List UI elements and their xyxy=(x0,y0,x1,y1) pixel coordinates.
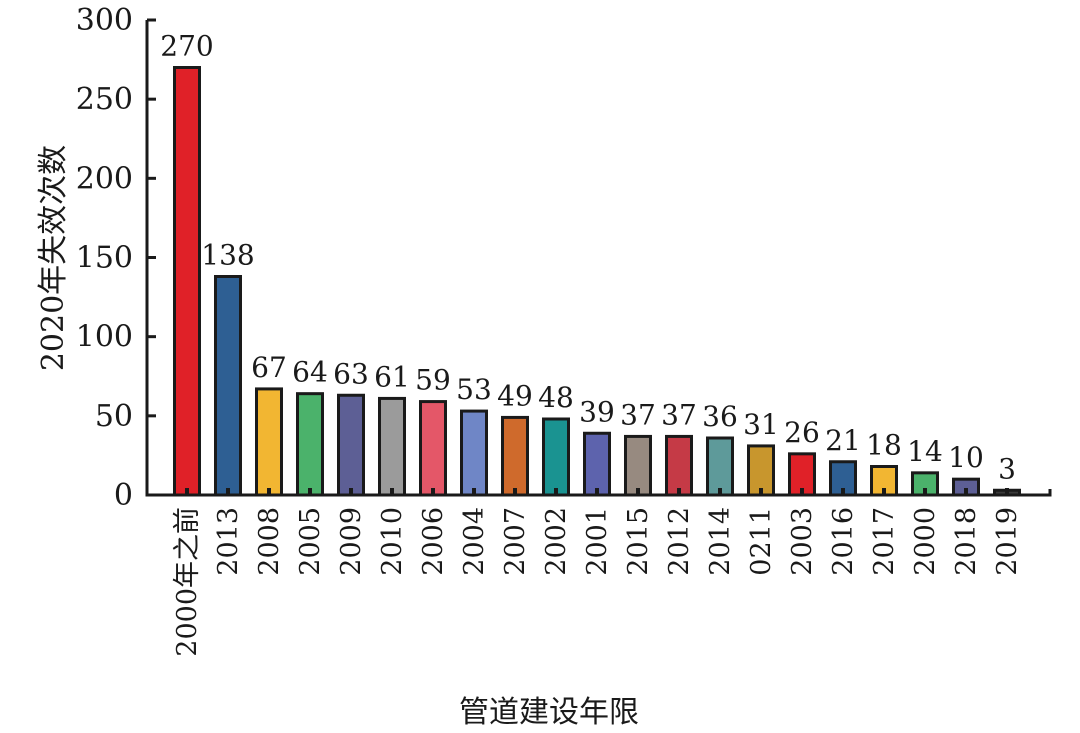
bar xyxy=(665,434,693,497)
x-tick-mark xyxy=(882,488,886,495)
data-label: 10 xyxy=(948,441,984,474)
data-label: 31 xyxy=(743,408,779,441)
x-category-label: 2001 xyxy=(582,507,613,576)
x-category-label: 0211 xyxy=(746,507,777,576)
data-label: 138 xyxy=(201,239,254,272)
x-tick-mark xyxy=(595,488,599,495)
x-tick-mark xyxy=(349,488,353,495)
axes xyxy=(145,20,1052,497)
y-tick-label: 0 xyxy=(114,478,133,513)
x-tick-mark xyxy=(718,488,722,495)
data-label: 21 xyxy=(825,424,861,457)
x-category-label: 2004 xyxy=(459,507,490,576)
bar xyxy=(337,393,365,497)
x-category-label: 2002 xyxy=(541,507,572,576)
x-tick-mark xyxy=(964,488,968,495)
x-tick-mark xyxy=(1005,488,1009,495)
x-tick-mark xyxy=(923,488,927,495)
y-axis-ticks: 0 50 100 150 200 250 300 xyxy=(76,3,156,513)
data-label: 37 xyxy=(661,398,697,431)
y-tick-label: 150 xyxy=(76,241,133,276)
y-tick-label: 100 xyxy=(76,320,133,355)
x-tick-mark xyxy=(267,488,271,495)
bar xyxy=(173,66,201,497)
x-tick-mark xyxy=(759,488,763,495)
x-category-label: 2010 xyxy=(377,507,408,576)
data-label: 270 xyxy=(160,30,213,63)
x-category-label: 2012 xyxy=(664,507,695,576)
data-label: 64 xyxy=(292,356,328,389)
data-label: 18 xyxy=(866,429,902,462)
x-tick-mark xyxy=(513,488,517,495)
x-category-label: 2000年之前 xyxy=(172,507,203,657)
bar xyxy=(501,415,529,497)
bar xyxy=(419,400,447,497)
y-tick-label: 250 xyxy=(76,82,133,117)
bar xyxy=(624,434,652,497)
x-category-label: 2005 xyxy=(295,507,326,576)
data-label: 26 xyxy=(784,416,820,449)
data-label: 61 xyxy=(374,360,410,393)
bar xyxy=(255,387,283,497)
bar xyxy=(460,409,488,497)
data-label: 48 xyxy=(538,381,574,414)
x-tick-mark xyxy=(841,488,845,495)
x-tick-mark xyxy=(390,488,394,495)
x-tick-mark xyxy=(308,488,312,495)
bar xyxy=(214,275,242,497)
data-label: 49 xyxy=(497,379,533,412)
x-tick-mark xyxy=(800,488,804,495)
x-category-label: 2008 xyxy=(254,507,285,576)
data-label: 53 xyxy=(456,373,492,406)
x-category-label: 2003 xyxy=(787,507,818,576)
data-label: 37 xyxy=(620,398,656,431)
x-tick-mark xyxy=(636,488,640,495)
data-label: 63 xyxy=(333,357,369,390)
x-category-label: 2014 xyxy=(705,507,736,576)
data-label: 39 xyxy=(579,395,615,428)
x-category-label: 2013 xyxy=(213,507,244,576)
x-category-label: 2007 xyxy=(500,507,531,576)
bar xyxy=(296,392,324,497)
bar xyxy=(747,444,775,497)
data-label: 67 xyxy=(251,351,287,384)
x-category-label: 2000 xyxy=(910,507,941,576)
x-tick-mark xyxy=(554,488,558,495)
y-tick-label: 50 xyxy=(95,399,133,434)
x-axis-title: 管道建设年限 xyxy=(459,695,639,730)
x-tick-mark xyxy=(226,488,230,495)
x-category-label: 2018 xyxy=(951,507,982,576)
x-tick-mark xyxy=(431,488,435,495)
y-tick-label: 200 xyxy=(76,161,133,196)
bar xyxy=(583,431,611,497)
x-tick-mark xyxy=(677,488,681,495)
data-label: 14 xyxy=(907,435,943,468)
y-tick-label: 300 xyxy=(76,3,133,38)
x-category-label: 2009 xyxy=(336,507,367,576)
x-category-label: 2017 xyxy=(869,507,900,576)
x-category-label: 2015 xyxy=(623,507,654,576)
bar xyxy=(378,396,406,497)
x-category-label: 2019 xyxy=(992,507,1023,576)
data-label: 36 xyxy=(702,400,738,433)
bar xyxy=(706,436,734,497)
bar xyxy=(542,417,570,497)
x-category-label: 2006 xyxy=(418,507,449,576)
x-category-label: 2016 xyxy=(828,507,859,576)
x-axis-category-labels: 2000年之前 2013 2008 2005 2009 2010 2006 2004 2007 2… xyxy=(172,507,1023,657)
data-label: 59 xyxy=(415,364,451,397)
x-tick-mark xyxy=(185,488,189,495)
x-tick-mark xyxy=(472,488,476,495)
data-label: 3 xyxy=(998,452,1016,485)
y-axis-title: 2020年失效次数 xyxy=(36,145,71,371)
